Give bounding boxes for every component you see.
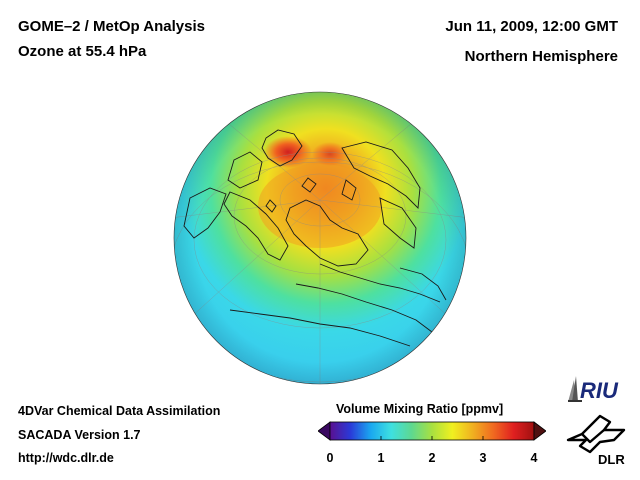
footer-url[interactable]: http://wdc.dlr.de bbox=[18, 451, 114, 465]
riu-logo: RIU bbox=[568, 376, 619, 403]
riu-logo-text: RIU bbox=[580, 378, 619, 403]
colorbar-underflow-arrow bbox=[318, 421, 331, 441]
dlr-logo-text: DLR bbox=[598, 452, 625, 467]
colorbar-tick-label: 4 bbox=[530, 451, 538, 465]
colorbar-tick-label: 2 bbox=[428, 451, 436, 465]
footer-version: SACADA Version 1.7 bbox=[18, 428, 141, 442]
globe-map bbox=[173, 91, 467, 385]
colorbar-overflow-arrow bbox=[533, 421, 546, 441]
date-label: Jun 11, 2009, 12:00 GMT bbox=[445, 18, 618, 35]
colorbar-title: Volume Mixing Ratio [ppmv] bbox=[336, 402, 504, 416]
map-subtitle: Ozone at 55.4 hPa bbox=[18, 43, 147, 60]
colorbar-tick-label: 0 bbox=[326, 451, 334, 465]
map-title: GOME–2 / MetOp Analysis bbox=[18, 18, 205, 35]
colorbar-tick-label: 3 bbox=[479, 451, 487, 465]
colorbar-tick-label: 1 bbox=[377, 451, 385, 465]
colorbar bbox=[318, 421, 546, 441]
dlr-logo: DLR bbox=[566, 414, 625, 467]
region-label: Northern Hemisphere bbox=[464, 48, 618, 65]
footer-method: 4DVar Chemical Data Assimilation bbox=[18, 404, 221, 418]
